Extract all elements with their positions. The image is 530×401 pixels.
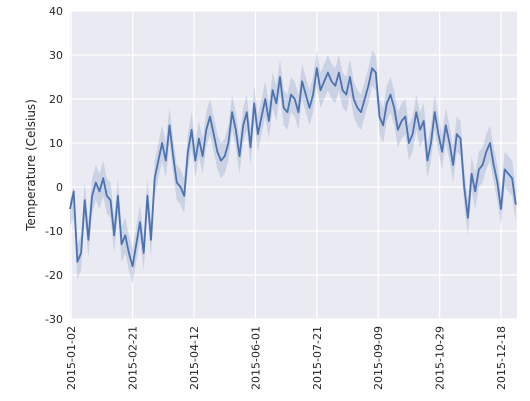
temperature-series-line	[69, 67, 517, 268]
y-axis-label: Temperature (Celsius)	[24, 99, 38, 232]
x-tick-label: 2015-12-18	[495, 326, 508, 390]
y-tick-label: -20	[45, 269, 63, 282]
y-tick-label: 40	[49, 5, 63, 18]
y-tick-label: -30	[45, 313, 63, 326]
confidence-band	[70, 50, 516, 284]
y-axis-tick-labels: -30 -20 -10 0 10 20 30 40	[45, 5, 63, 326]
y-tick-label: 0	[56, 181, 63, 194]
y-tick-label: 30	[49, 49, 63, 62]
grid-lines	[70, 10, 517, 320]
x-tick-label: 2015-10-29	[434, 326, 447, 390]
x-tick-label: 2015-09-09	[372, 326, 385, 390]
plot-background	[70, 11, 517, 319]
x-tick-label: 2015-02-21	[127, 326, 140, 390]
x-tick-label: 2015-07-21	[311, 326, 324, 390]
x-tick-label: 2015-04-12	[188, 326, 201, 390]
y-tick-label: -10	[45, 225, 63, 238]
y-tick-label: 20	[49, 93, 63, 106]
x-axis-tick-labels: 2015-01-02 2015-02-21 2015-04-12 2015-06-01…	[65, 326, 508, 390]
x-tick-label: 2015-06-01	[249, 326, 262, 390]
x-tick-label: 2015-01-02	[65, 326, 78, 390]
y-tick-label: 10	[49, 137, 63, 150]
